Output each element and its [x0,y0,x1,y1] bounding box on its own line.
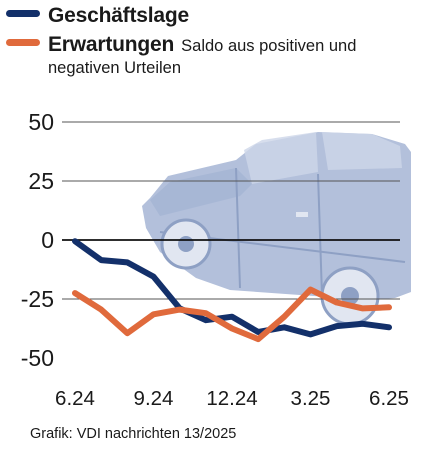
series-lines [72,238,392,343]
source-credit: Grafik: VDI nachrichten 13/2025 [30,426,237,442]
x-tick-label: 3.25 [291,387,331,410]
legend-item-geschaeftslage: Geschäftslage [6,4,421,28]
y-axis-tick-labels: 50 25 0 -25 -50 [21,109,54,371]
y-tick-label: 0 [41,227,54,253]
gridlines [62,121,400,300]
x-tick-label: 6.24 [55,387,95,410]
y-tick-label: -25 [21,286,54,312]
legend-swatch-blue [6,10,40,17]
x-tick-label: 6.25 [369,387,409,410]
legend: Geschäftslage Erwartungen Saldo aus posi… [6,4,421,79]
x-axis-tick-labels: 6.24 9.24 12.24 3.25 6.25 [55,387,409,410]
legend-note: Saldo aus positiven und [181,37,357,55]
x-tick-label: 12.24 [206,387,257,410]
series-line-erwartungen [72,286,392,343]
series-line-geschaeftslage [72,238,392,338]
x-tick-label: 9.24 [134,387,174,410]
legend-note-continued: negativen Urteilen [48,59,181,77]
y-tick-label: -50 [21,345,54,371]
legend-item-erwartungen: Erwartungen Saldo aus positiven und [6,33,421,57]
legend-label: Erwartungen [48,33,175,56]
y-tick-label: 25 [28,168,54,194]
car-illustration [142,132,411,326]
y-tick-label: 50 [28,109,54,135]
legend-swatch-orange [6,39,40,46]
legend-label: Geschäftslage [48,4,189,27]
